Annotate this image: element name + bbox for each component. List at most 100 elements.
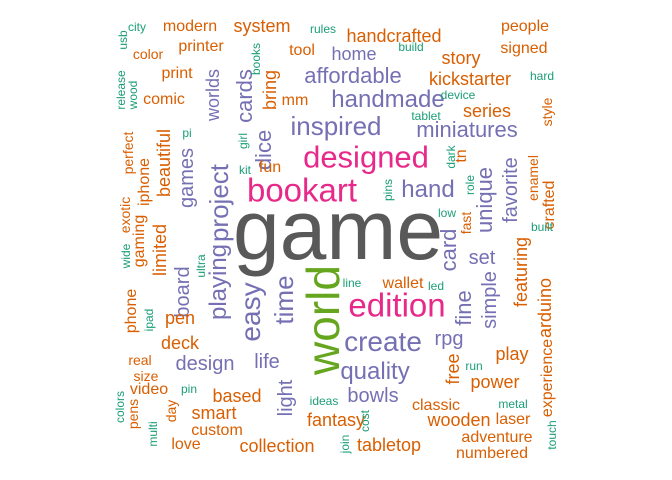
- cloud-word-affordable: affordable: [304, 63, 402, 88]
- cloud-word-signed: signed: [500, 40, 548, 57]
- cloud-word-unique: unique: [472, 166, 497, 234]
- cloud-word-color: color: [132, 46, 164, 62]
- cloud-word-rpg: rpg: [434, 328, 464, 350]
- cloud-word-hand: hand: [401, 176, 455, 203]
- cloud-word-home: home: [331, 44, 377, 64]
- cloud-word-create: create: [344, 326, 422, 357]
- cloud-word-pins: pins: [381, 178, 395, 202]
- cloud-word-wide: wide: [119, 243, 133, 269]
- cloud-word-classic: classic: [411, 397, 461, 414]
- cloud-word-built: built: [530, 220, 554, 234]
- cloud-word-free: free: [443, 353, 463, 385]
- cloud-word-handmade: handmade: [331, 86, 445, 113]
- cloud-word-fun: fun: [258, 159, 282, 176]
- cloud-word-mm: mm: [281, 92, 309, 109]
- cloud-word-join: join: [338, 434, 352, 454]
- cloud-word-wood: wood: [126, 80, 140, 110]
- cloud-word-pin: pin: [180, 382, 198, 396]
- cloud-word-fast: fast: [458, 211, 474, 235]
- cloud-word-collection: collection: [239, 436, 315, 456]
- cloud-word-design: design: [175, 353, 235, 375]
- cloud-word-multi: multi: [146, 421, 160, 447]
- cloud-word-fantasy: fantasy: [306, 410, 366, 430]
- cloud-word-print: print: [161, 65, 193, 82]
- cloud-word-worlds: worlds: [203, 68, 223, 122]
- cloud-word-based: based: [212, 386, 262, 406]
- cloud-word-adventure: adventure: [461, 429, 533, 446]
- cloud-word-arduino: arduino: [535, 277, 555, 339]
- cloud-word-girl: girl: [236, 132, 250, 150]
- cloud-word-people: people: [500, 18, 550, 35]
- cloud-word-day: day: [163, 399, 179, 423]
- cloud-word-designed: designed: [303, 139, 429, 175]
- cloud-word-gaming: gaming: [131, 214, 148, 268]
- cloud-word-enamel: enamel: [525, 155, 541, 201]
- cloud-word-play: play: [495, 344, 529, 364]
- cloud-word-perfect: perfect: [120, 131, 136, 175]
- cloud-word-quality: quality: [340, 358, 410, 385]
- cloud-word-numbered: numbered: [455, 445, 529, 462]
- cloud-word-series: series: [462, 101, 512, 121]
- cloud-word-pi: pi: [182, 126, 192, 140]
- cloud-word-bring: bring: [260, 69, 280, 111]
- cloud-word-ultra: ultra: [194, 254, 208, 278]
- cloud-word-exotic: exotic: [117, 196, 133, 234]
- cloud-word-handcrafted: handcrafted: [346, 26, 442, 46]
- cloud-word-phone: phone: [123, 288, 140, 334]
- cloud-word-tabletop: tabletop: [356, 435, 422, 455]
- cloud-word-love: love: [171, 436, 201, 453]
- cloud-word-story: story: [441, 48, 481, 68]
- cloud-word-rules: rules: [309, 22, 337, 36]
- cloud-word-easy: easy: [235, 282, 266, 342]
- cloud-word-kickstarter: kickstarter: [428, 69, 512, 89]
- cloud-word-colors: colors: [113, 390, 127, 424]
- cloud-word-life: life: [254, 351, 280, 373]
- cloud-word-books: books: [249, 42, 263, 76]
- cloud-word-bookart: bookart: [246, 171, 358, 209]
- cloud-word-fine: fine: [451, 290, 476, 326]
- cloud-word-world: world: [297, 265, 349, 375]
- cloud-word-game: game: [232, 183, 444, 277]
- cloud-word-dark: dark: [444, 145, 458, 169]
- cloud-word-system: system: [233, 16, 291, 36]
- cloud-word-pens: pens: [125, 398, 141, 430]
- cloud-word-set: set: [468, 247, 496, 269]
- cloud-word-size: size: [133, 368, 159, 384]
- cloud-word-device: device: [440, 88, 476, 102]
- cloud-word-laser: laser: [495, 411, 531, 428]
- cloud-word-city: city: [128, 20, 146, 34]
- cloud-word-wallet: wallet: [382, 275, 424, 292]
- cloud-word-cost: cost: [358, 409, 372, 433]
- cloud-word-card: card: [436, 228, 461, 272]
- cloud-word-ideas: ideas: [309, 394, 339, 408]
- cloud-word-tool: tool: [289, 42, 315, 59]
- cloud-word-experience: experience: [539, 338, 556, 418]
- cloud-word-smart: smart: [191, 403, 237, 423]
- cloud-word-custom: custom: [191, 422, 243, 439]
- cloud-word-line: line: [342, 276, 362, 290]
- cloud-word-miniatures: miniatures: [416, 117, 518, 142]
- cloud-word-wooden: wooden: [427, 410, 491, 430]
- cloud-word-featuring: featuring: [511, 236, 531, 308]
- cloud-word-cards: cards: [232, 69, 257, 123]
- cloud-word-playing: playing: [205, 243, 232, 321]
- cloud-word-pen: pen: [164, 308, 196, 328]
- cloud-word-led: led: [427, 279, 445, 293]
- cloud-word-inspired: inspired: [290, 111, 382, 141]
- cloud-word-edition: edition: [348, 286, 446, 324]
- cloud-word-iphone: iphone: [136, 157, 153, 207]
- cloud-word-run: run: [465, 359, 483, 373]
- cloud-word-power: power: [470, 372, 520, 392]
- cloud-word-metal: metal: [498, 397, 528, 411]
- cloud-word-comic: comic: [143, 91, 185, 108]
- cloud-word-kit: kit: [239, 163, 251, 177]
- cloud-word-low: low: [437, 206, 457, 220]
- cloud-word-beautiful: beautiful: [154, 128, 174, 198]
- cloud-word-limited: limited: [150, 223, 170, 277]
- cloud-word-modern: modern: [162, 18, 218, 35]
- cloud-word-games: games: [176, 147, 198, 209]
- cloud-word-favorite: favorite: [500, 157, 522, 223]
- cloud-word-touch: touch: [545, 420, 559, 450]
- cloud-word-real: real: [128, 352, 152, 368]
